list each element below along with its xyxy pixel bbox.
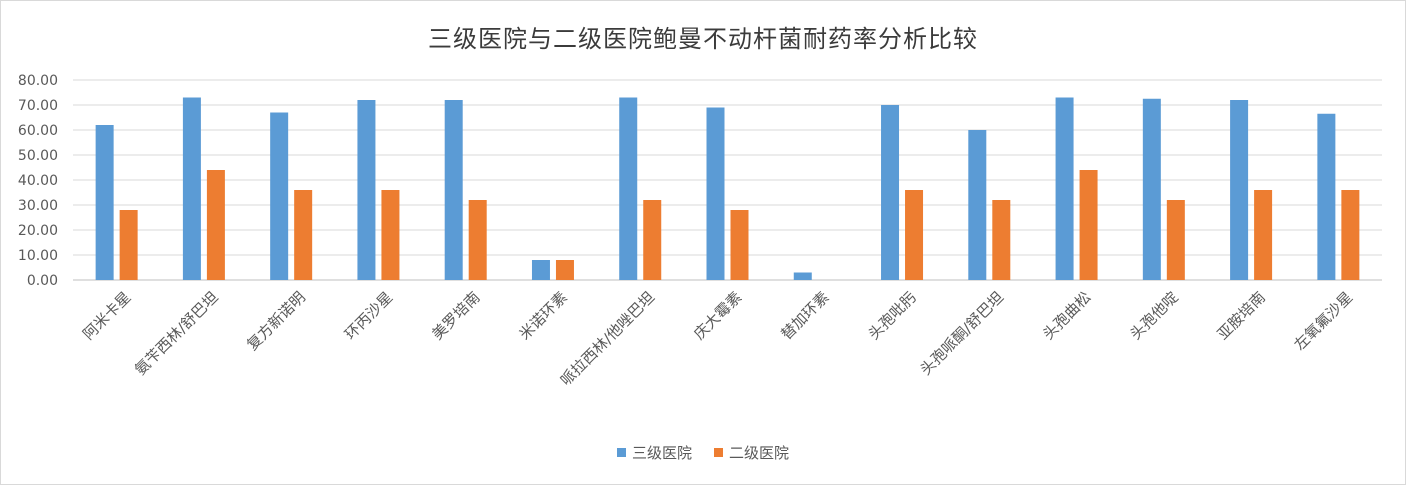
x-tick-label: 替加环素 xyxy=(777,288,832,343)
x-tick-label: 亚胺培南 xyxy=(1214,288,1269,343)
x-tick-label: 米诺环素 xyxy=(516,288,571,343)
x-tick-label: 氨苄西林/舒巴坦 xyxy=(131,288,222,379)
x-tick-label: 阿米卡星 xyxy=(79,288,134,343)
bar-series-1 xyxy=(1142,98,1161,280)
bar-series-1 xyxy=(793,272,812,280)
bar-series-2 xyxy=(381,190,400,280)
bar-series-1 xyxy=(357,100,376,280)
x-tick-label: 复方新诺明 xyxy=(243,288,309,354)
bar-series-1 xyxy=(881,105,900,280)
x-tick-label: 美罗培南 xyxy=(428,288,483,343)
y-tick-label: 30.00 xyxy=(18,198,58,214)
bar-series-2 xyxy=(992,200,1011,280)
x-tick-label: 左氧氟沙星 xyxy=(1290,288,1356,354)
y-tick-label: 50.00 xyxy=(18,148,58,164)
bar-series-2 xyxy=(555,260,574,280)
bar-series-2 xyxy=(1079,170,1098,280)
legend-label-series-2: 二级医院 xyxy=(729,444,790,462)
bar-series-1 xyxy=(270,112,289,280)
bar-series-1 xyxy=(444,100,463,280)
bar-series-2 xyxy=(294,190,313,280)
bar-series-1 xyxy=(706,107,725,280)
bar-series-1 xyxy=(531,260,550,280)
y-tick-label: 60.00 xyxy=(18,123,58,139)
x-tick-label: 庆大霉素 xyxy=(690,288,745,343)
y-tick-label: 0.00 xyxy=(27,273,58,289)
y-tick-label: 20.00 xyxy=(18,223,58,239)
bar-series-2 xyxy=(643,200,662,280)
bar-series-2 xyxy=(905,190,924,280)
y-tick-label: 70.00 xyxy=(18,98,58,114)
x-tick-label: 头孢吡肟 xyxy=(865,288,920,343)
bar-series-2 xyxy=(206,170,225,280)
x-tick-label: 头孢他啶 xyxy=(1126,288,1181,343)
legend-label-series-1: 三级医院 xyxy=(631,444,692,462)
bar-series-2 xyxy=(1341,190,1360,280)
bar-series-1 xyxy=(1317,113,1336,280)
legend-swatch-series-2 xyxy=(714,448,723,457)
bar-series-2 xyxy=(730,210,749,280)
y-tick-label: 80.00 xyxy=(18,73,58,89)
legend-item-series-1: 三级医院 xyxy=(616,442,692,463)
chart-legend: 三级医院 二级医院 xyxy=(1,442,1405,463)
legend-swatch-series-1 xyxy=(616,448,626,457)
bar-series-1 xyxy=(1230,100,1249,280)
bar-series-1 xyxy=(619,97,638,280)
bar-series-1 xyxy=(95,125,114,280)
bar-series-2 xyxy=(1166,200,1185,280)
x-tick-label: 环丙沙星 xyxy=(341,288,396,343)
legend-item-series-2: 二级医院 xyxy=(714,442,789,463)
bar-series-2 xyxy=(468,200,487,280)
x-tick-label: 头孢曲松 xyxy=(1039,288,1094,343)
x-tick-label: 哌拉西林/他唑巴坦 xyxy=(557,288,658,389)
bar-series-2 xyxy=(119,210,138,280)
x-tick-label: 头孢哌酮/舒巴坦 xyxy=(917,288,1008,379)
bar-series-2 xyxy=(1254,190,1273,280)
y-tick-label: 10.00 xyxy=(18,248,58,264)
chart-title: 三级医院与二级医院鲍曼不动杆菌耐药率分析比较 xyxy=(428,25,978,53)
bar-series-1 xyxy=(968,130,987,280)
bar-series-1 xyxy=(182,97,201,280)
y-tick-label: 40.00 xyxy=(18,173,58,189)
bar-series-1 xyxy=(1055,97,1074,280)
